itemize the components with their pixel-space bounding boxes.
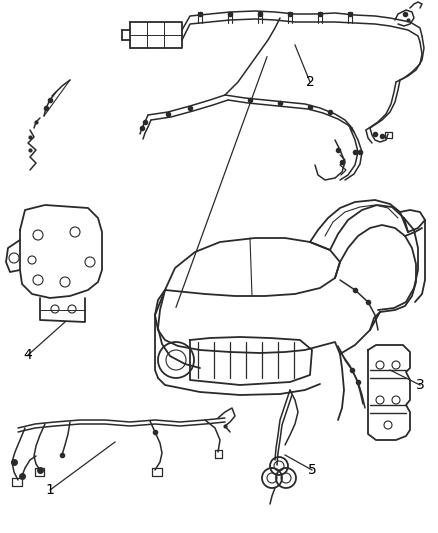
Text: 5: 5 bbox=[307, 463, 316, 477]
Text: 4: 4 bbox=[24, 348, 32, 362]
Text: 3: 3 bbox=[416, 378, 424, 392]
Text: 2: 2 bbox=[306, 75, 314, 89]
Text: 1: 1 bbox=[46, 483, 54, 497]
